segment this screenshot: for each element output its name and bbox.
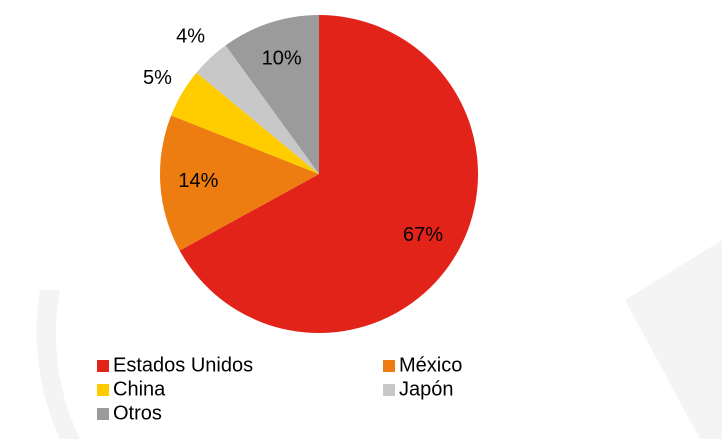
legend-swatch <box>97 408 109 420</box>
legend-swatch <box>383 384 395 396</box>
data-label: 10% <box>262 47 302 69</box>
legend-swatch <box>97 360 109 372</box>
data-label: 5% <box>143 67 172 89</box>
legend-label: Otros <box>113 402 162 424</box>
legend-label: China <box>113 378 166 400</box>
legend-label: Japón <box>399 378 454 400</box>
data-label: 14% <box>178 170 218 192</box>
watermark-arc <box>36 290 80 439</box>
legend-label: Estados Unidos <box>113 354 253 376</box>
watermark-chevron <box>625 240 722 439</box>
pie-slice <box>225 15 319 174</box>
legend-swatch <box>97 384 109 396</box>
pie-slice <box>171 72 319 174</box>
legend-swatch <box>383 360 395 372</box>
pie-slice <box>160 115 319 251</box>
pie-slice <box>179 15 479 334</box>
pie-slice <box>196 45 319 174</box>
data-label: 67% <box>403 224 443 246</box>
data-label: 4% <box>176 26 205 48</box>
watermark <box>36 240 722 439</box>
legend-label: México <box>399 354 462 376</box>
